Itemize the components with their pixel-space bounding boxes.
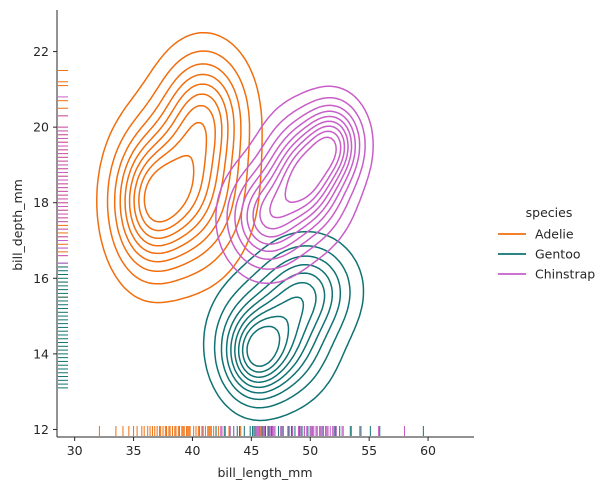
contour-gentoo [234, 281, 317, 384]
legend-title: species [526, 205, 573, 220]
y-axis-label: bill_depth_mm [10, 179, 25, 271]
rug-layer [58, 69, 424, 436]
x-tick-label: 45 [243, 443, 259, 458]
tick-layer: 30 35 40 45 50 55 60 12 14 16 18 20 22 [33, 44, 436, 458]
y-tick-label: 12 [33, 422, 49, 437]
contour-adelie [138, 121, 208, 232]
legend-label-chinstrap: Chinstrap [535, 267, 595, 282]
contour-adelie [124, 83, 229, 255]
legend-label-gentoo: Gentoo [535, 247, 581, 262]
contour-gentoo [246, 325, 281, 368]
contour-chinstrap [215, 85, 374, 285]
contour-gentoo [241, 315, 290, 373]
contour-chinstrap [284, 136, 337, 203]
y-tick-label: 22 [33, 44, 49, 59]
y-tick-label: 20 [33, 120, 49, 135]
contour-chinstrap [240, 110, 357, 253]
contour-gentoo [237, 296, 305, 379]
contour-chinstrap [252, 120, 349, 238]
contour-chinstrap [246, 115, 353, 245]
y-tick-label: 18 [33, 195, 49, 210]
y-tick-label: 14 [33, 346, 49, 361]
contour-chinstrap [269, 130, 342, 219]
contour-gentoo [220, 255, 342, 401]
contour-gentoo [225, 263, 334, 394]
legend-label-adelie: Adelie [535, 227, 574, 242]
contour-chinstrap [234, 104, 361, 260]
contour-adelie [106, 50, 251, 285]
contour-adelie [119, 73, 235, 263]
x-tick-label: 50 [302, 443, 318, 458]
x-tick-label: 35 [126, 443, 142, 458]
contour-chinstrap [226, 96, 366, 270]
x-tick-label: 60 [420, 443, 436, 458]
contour-adelie [128, 93, 223, 247]
x-tick-label: 55 [361, 443, 377, 458]
x-tick-label: 40 [185, 443, 201, 458]
contours-adelie [96, 31, 263, 304]
contour-chinstrap [259, 125, 346, 230]
y-tick-label: 16 [33, 271, 49, 286]
axes [56, 10, 474, 438]
contours-chinstrap [215, 85, 374, 285]
contour-adelie [96, 31, 263, 304]
x-tick-label: 30 [67, 443, 83, 458]
x-axis-label: bill_length_mm [217, 465, 312, 480]
rug-chinstrap [58, 96, 405, 436]
legend: species Adelie Gentoo Chinstrap [498, 205, 595, 282]
contour-adelie [133, 104, 216, 240]
contour-adelie [143, 154, 195, 223]
contour-layer [96, 31, 374, 422]
